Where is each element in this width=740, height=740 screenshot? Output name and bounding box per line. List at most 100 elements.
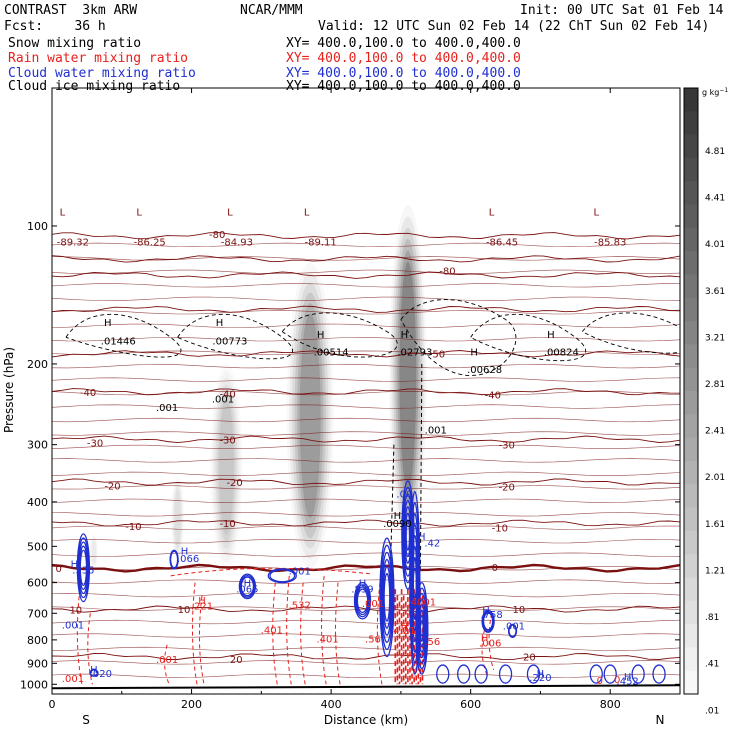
contour-value-label: .01446	[101, 337, 136, 348]
cloud-water-contour	[526, 664, 541, 684]
colorbar-swatch	[684, 391, 698, 415]
cloud-water-contour	[380, 544, 394, 651]
isotherm-line	[52, 646, 680, 652]
contour-value-label: .006	[479, 638, 501, 649]
contour-value-label: .065	[236, 584, 258, 595]
y-tick-label: 500	[27, 540, 48, 553]
y-tick-label: 300	[27, 439, 48, 452]
cloud-water-contour	[418, 603, 426, 653]
cloud-water-contour	[508, 624, 517, 638]
legend-cloud-ice-name: Cloud ice mixing ratio	[8, 79, 181, 94]
cloud-water-contour	[169, 550, 179, 569]
isotherm-line	[52, 552, 680, 557]
extremum-marker: L	[304, 208, 310, 219]
isotherm-line	[52, 256, 680, 261]
contour-value-label: -89.11	[305, 237, 337, 248]
rain-contour	[191, 582, 198, 685]
model-title: CONTRAST 3km ARW	[4, 3, 138, 18]
isotherm-line	[52, 388, 680, 396]
snow-plume	[172, 483, 183, 554]
snow-plume	[89, 534, 99, 569]
isotherm-line	[52, 232, 680, 240]
colorbar-swatch	[684, 577, 698, 602]
x-tick-label: 400	[321, 698, 342, 711]
isotherm-line	[52, 478, 680, 486]
cloud-water-contour	[238, 573, 257, 600]
y-tick-label: 700	[27, 607, 48, 620]
colorbar-label: 4.41	[705, 194, 725, 204]
isotherm-line	[52, 498, 680, 503]
cloud-water-contour	[457, 664, 471, 684]
contour-value-label: .001	[156, 403, 178, 414]
isotherm-line	[52, 255, 680, 263]
cloud-water-contour	[89, 669, 99, 677]
contour-value-label: .4001	[408, 598, 437, 609]
isotherm-label: -40	[80, 388, 96, 399]
isotherm-line	[52, 485, 680, 490]
y-tick-label: 1000	[20, 678, 48, 691]
snow-plume	[399, 261, 417, 490]
isotherm-line	[52, 512, 680, 517]
extremum-marker: H	[418, 532, 426, 543]
legend-rain-name: Rain water mixing ratio	[8, 51, 189, 66]
colorbar-swatch	[684, 88, 698, 112]
snow-plume	[299, 313, 321, 518]
contour-value-label: .758	[480, 610, 502, 621]
contour-value-label: .220	[529, 673, 551, 684]
rain-contour	[286, 575, 292, 685]
rain-contour	[87, 613, 93, 685]
isotherm-label: 20	[230, 655, 243, 666]
contour-value-label: 4.21	[393, 626, 415, 637]
cloud-water-contour	[382, 565, 392, 629]
y-tick-label: 900	[27, 657, 48, 670]
contour-value-label: .56	[424, 637, 440, 648]
snow-plume	[89, 535, 99, 568]
colorbar-label: 3.61	[705, 287, 725, 297]
isotherm-label: -80	[209, 230, 225, 241]
colorbar-swatch	[684, 460, 698, 485]
legend-snow-name: Snow mixing ratio	[8, 36, 142, 51]
contour-value-label: .0090	[383, 519, 412, 530]
cloud-water-contour	[78, 541, 89, 595]
contour-value-label: .532	[289, 601, 311, 612]
y-tick-label: 800	[27, 634, 48, 647]
colorbar-swatch	[684, 414, 698, 439]
isotherm-line	[52, 377, 680, 382]
contour-value-label: .066	[177, 554, 199, 565]
rain-contour	[198, 595, 205, 685]
rain-contour	[488, 613, 495, 670]
isotherm-label: -10	[125, 522, 141, 533]
isotherm-line	[52, 633, 680, 638]
isotherm-label: -50	[429, 350, 445, 361]
cloud-water-contour	[415, 581, 429, 675]
colorbar-swatch	[684, 181, 698, 206]
isotherm-label: 0	[55, 564, 61, 575]
colorbar-swatch	[684, 157, 698, 182]
cloud-water-contour	[383, 573, 391, 622]
x-axis-label: Distance (km)	[324, 713, 408, 727]
contour-value-label: -84.93	[221, 237, 253, 248]
cloud-water-contour	[355, 586, 370, 616]
cloud-water-contour	[498, 664, 513, 684]
x-tick-label: 200	[181, 698, 202, 711]
snow-plume	[215, 384, 238, 549]
contour-value-label: .001	[156, 655, 178, 666]
colorbar-swatch	[684, 624, 698, 648]
isotherm-line	[52, 673, 680, 679]
cloud-water-contour	[356, 588, 369, 614]
extremum-marker: H	[359, 579, 367, 590]
extremum-marker: H	[401, 622, 409, 633]
isotherm-label: -20	[104, 481, 120, 492]
isotherm-label: -40	[219, 389, 235, 400]
cloud-water-contour	[603, 664, 617, 684]
extremum-marker: H	[181, 546, 189, 557]
snow-plume	[389, 204, 427, 547]
isotherm-label: -20	[499, 482, 515, 493]
rain-contour	[170, 567, 374, 577]
cloud-ice-contour	[400, 299, 517, 376]
colorbar-swatch	[684, 134, 698, 159]
cloud-ice-contour	[470, 313, 587, 362]
snow-plume	[172, 481, 184, 556]
colorbar-label: 4.81	[705, 147, 725, 157]
